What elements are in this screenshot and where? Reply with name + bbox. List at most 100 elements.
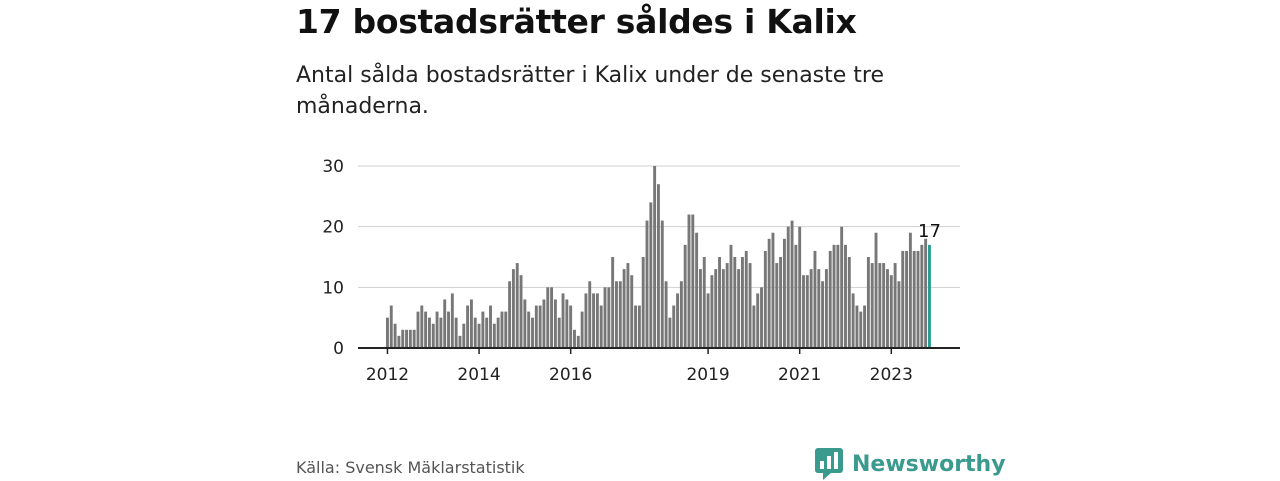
bar	[748, 263, 752, 348]
bar	[443, 299, 447, 348]
bar	[618, 281, 622, 348]
bar	[454, 317, 458, 348]
bar	[489, 305, 492, 348]
bar	[420, 305, 424, 348]
bar	[809, 269, 813, 348]
bar	[698, 269, 702, 348]
bar	[817, 269, 821, 348]
bar	[828, 250, 832, 348]
bar	[615, 281, 618, 348]
bar	[424, 311, 428, 348]
bar	[874, 232, 878, 348]
bar	[393, 323, 397, 348]
bar	[691, 214, 695, 348]
bar	[599, 305, 603, 348]
bar	[439, 317, 443, 348]
x-tick-label: 2023	[870, 365, 913, 385]
bar	[855, 305, 859, 348]
y-tick-label: 30	[322, 157, 344, 177]
bar	[790, 220, 794, 348]
bar	[832, 244, 836, 348]
bar	[798, 226, 802, 348]
bar	[458, 335, 462, 348]
bar	[859, 311, 863, 348]
chart-subtitle: Antal sålda bostadsrätter i Kalix under …	[296, 63, 885, 119]
bar	[386, 317, 389, 348]
bar	[779, 257, 783, 348]
bar	[775, 263, 779, 348]
bar	[886, 269, 889, 348]
bar	[492, 323, 496, 348]
bar	[752, 305, 756, 348]
bar	[695, 232, 699, 348]
bar	[389, 305, 393, 348]
bar	[481, 311, 485, 348]
bar	[840, 226, 844, 348]
bar	[905, 250, 909, 348]
bar	[718, 257, 721, 348]
bar	[672, 305, 676, 348]
bar	[924, 238, 928, 348]
bar	[821, 281, 825, 348]
bar	[595, 293, 599, 348]
bar	[908, 232, 912, 348]
bar	[523, 299, 527, 348]
bar	[576, 335, 580, 348]
bar	[611, 257, 615, 348]
bar	[531, 317, 534, 348]
bar	[725, 263, 729, 348]
y-tick-label: 0	[333, 339, 344, 359]
bar	[473, 317, 477, 348]
bar	[427, 317, 431, 348]
bar	[740, 257, 744, 348]
bar	[657, 184, 660, 348]
bar	[714, 269, 718, 348]
bar	[763, 250, 767, 348]
highlight-data-label: 17	[918, 221, 941, 242]
bar	[416, 311, 420, 348]
bar	[504, 311, 508, 348]
bar	[569, 305, 573, 348]
bar	[733, 257, 737, 348]
bar	[805, 275, 809, 348]
bar	[782, 238, 786, 348]
bar	[519, 275, 523, 348]
bar	[863, 305, 867, 348]
bar	[729, 244, 733, 348]
bar	[847, 257, 851, 348]
bar	[588, 281, 592, 348]
bar	[580, 311, 584, 348]
bar	[767, 238, 771, 348]
bar	[637, 305, 641, 348]
bar	[893, 263, 897, 348]
brand-name: Newsworthy	[852, 451, 1006, 477]
bar	[866, 257, 870, 348]
bar	[756, 293, 760, 348]
chart-title: 17 bostadsrätter såldes i Kalix	[296, 2, 857, 41]
bar	[844, 244, 847, 348]
bar	[760, 287, 763, 348]
bar	[466, 305, 470, 348]
bar	[641, 257, 645, 348]
bar	[771, 232, 775, 348]
bar	[500, 311, 504, 348]
bar	[920, 244, 924, 348]
bar	[824, 269, 828, 348]
bar	[660, 220, 664, 348]
newsworthy-logo-icon	[815, 448, 843, 480]
bar	[916, 250, 920, 348]
bar	[508, 281, 512, 348]
bar	[553, 299, 557, 348]
bar	[435, 311, 439, 348]
bar	[511, 269, 515, 348]
bar	[584, 293, 588, 348]
bar	[802, 275, 805, 348]
bar	[664, 281, 668, 348]
bar	[412, 329, 416, 348]
x-tick-label: 2014	[457, 365, 500, 385]
bar	[401, 329, 405, 348]
x-tick-label: 2016	[549, 365, 592, 385]
bar	[462, 323, 466, 348]
highlight-bar	[928, 244, 931, 348]
